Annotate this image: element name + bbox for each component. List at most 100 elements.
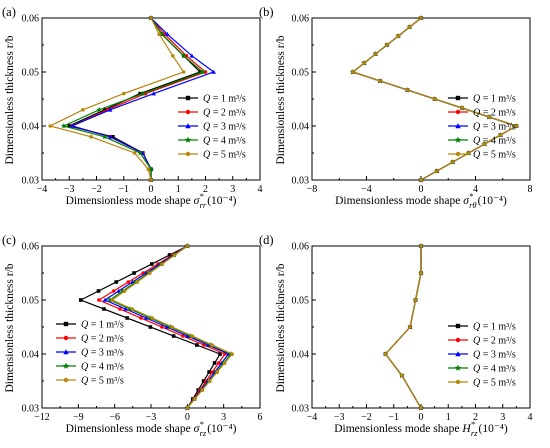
legend: Q = 1 m³/s Q = 2 m³/s Q = 3 m³/s Q = 4 m³/s…	[178, 94, 246, 161]
data-point	[132, 271, 136, 275]
legend-marker	[63, 335, 69, 341]
legend-label: Q = 4 m³/s	[81, 362, 124, 373]
data-point	[211, 69, 216, 74]
legend-marker	[63, 321, 69, 327]
legend-entry: Q = 5 m³/s	[178, 150, 246, 161]
data-point	[102, 297, 108, 302]
data-point	[135, 280, 140, 284]
data-point	[215, 370, 220, 374]
data-point	[218, 352, 222, 356]
legend-label: Q = 4 m³/s	[473, 364, 516, 375]
data-point	[222, 361, 227, 365]
legend-marker	[455, 351, 461, 357]
data-point	[48, 124, 52, 128]
series-line	[384, 246, 422, 409]
series-5	[48, 16, 186, 182]
data-point	[81, 108, 85, 112]
series-line	[48, 17, 185, 181]
y-tick-label: 0.04	[292, 350, 310, 361]
data-point	[201, 379, 206, 383]
legend-marker	[455, 337, 461, 343]
legend-marker	[455, 323, 461, 329]
data-point	[138, 91, 142, 96]
data-point	[373, 52, 378, 56]
y-tick-label: 0.03	[292, 176, 310, 187]
data-point	[400, 373, 404, 378]
series-1	[67, 16, 202, 182]
legend-label: Q = 2 m³/s	[203, 108, 246, 119]
data-point	[405, 88, 410, 92]
data-point	[408, 325, 412, 329]
legend-marker	[63, 349, 69, 355]
legend-marker	[185, 109, 191, 115]
legend: Q = 1 m³/s Q = 2 m³/s Q = 3 m³/s Q = 4 m³/s…	[448, 94, 516, 161]
x-tick-label: −4	[361, 184, 372, 195]
data-point	[216, 361, 221, 365]
data-point	[116, 288, 122, 293]
x-tick-label: −1	[118, 184, 129, 195]
series-5	[383, 244, 423, 410]
data-point	[193, 397, 197, 401]
legend-marker	[62, 362, 70, 369]
series-line	[384, 246, 422, 409]
data-point	[167, 253, 172, 257]
data-point	[419, 244, 423, 248]
legend-entry: Q = 5 m³/s	[448, 150, 516, 161]
panel-c: (c) −12 −9 −6 −3 0 3 6 0.03 0.04 0.05 0.06 Dimension…	[2, 233, 263, 438]
y-axis-label: Dimensionless thickness r/b	[4, 263, 16, 392]
y-tick-label: 0.06	[292, 14, 310, 25]
data-point	[146, 167, 151, 171]
x-tick-label: 4	[473, 184, 478, 195]
data-point	[96, 289, 101, 293]
x-tick-label: 0	[419, 412, 424, 423]
y-tick-label: 0.05	[292, 296, 310, 307]
legend-label: Q = 5 m³/s	[473, 378, 516, 389]
data-point	[435, 169, 439, 173]
series-line	[384, 246, 422, 409]
data-point	[125, 316, 129, 320]
legend-label: Q = 1 m³/s	[473, 322, 516, 333]
legend-marker	[455, 109, 461, 115]
series-line	[70, 17, 215, 180]
data-point	[69, 123, 75, 128]
y-tick-label: 0.05	[22, 296, 40, 307]
legend-label: Q = 3 m³/s	[473, 350, 516, 361]
legend: Q = 1 m³/s Q = 2 m³/s Q = 3 m³/s Q = 4 m³/s…	[448, 322, 516, 389]
data-point	[378, 79, 382, 83]
legend-marker	[185, 95, 191, 101]
x-tick-label: 2	[473, 412, 478, 423]
data-point	[212, 361, 217, 365]
panel-d: (d) −4 −3 −2 −1 0 1 2 3 4 0.03 0.04 0.05 0.06 Dimensio…	[259, 233, 533, 438]
data-point	[150, 262, 154, 266]
legend: Q = 1 m³/s Q = 2 m³/s Q = 3 m³/s Q = 4 m³/s…	[56, 320, 124, 387]
x-tick-label: −3	[334, 412, 345, 423]
x-axis-label: Dimensionless mode shape σ* rz(10⁻⁴)	[66, 419, 237, 438]
data-point	[205, 342, 211, 347]
legend-label: Q = 5 m³/s	[81, 376, 124, 387]
data-point	[230, 352, 234, 356]
data-point	[487, 115, 491, 119]
legend-entry: Q = 3 m³/s	[56, 348, 124, 359]
data-point	[195, 343, 199, 347]
data-point	[207, 379, 212, 383]
legend-label: Q = 2 m³/s	[81, 334, 124, 345]
data-point	[413, 298, 418, 302]
legend-entry: Q = 2 m³/s	[448, 108, 516, 119]
x-tick-label: 2	[203, 184, 208, 195]
data-point	[460, 106, 464, 110]
series-2	[383, 244, 423, 410]
legend-entry: Q = 2 m³/s	[448, 336, 516, 347]
data-point	[482, 142, 487, 146]
x-tick-label: −1	[388, 412, 399, 423]
data-point	[137, 150, 143, 156]
y-axis-label: Dimensionless thickness r/b	[4, 35, 16, 164]
data-point	[185, 244, 190, 248]
legend-label: Q = 1 m³/s	[81, 320, 124, 331]
data-point	[150, 316, 155, 320]
y-tick-label: 0.03	[292, 404, 310, 415]
data-point	[102, 307, 106, 311]
data-point	[189, 53, 195, 58]
legend-marker	[455, 379, 461, 385]
legend-entry: Q = 3 m³/s	[178, 122, 246, 133]
